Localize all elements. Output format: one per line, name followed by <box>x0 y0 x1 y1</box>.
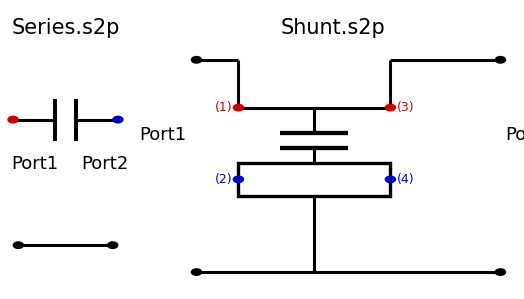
Circle shape <box>496 270 505 274</box>
Text: Port2: Port2 <box>81 155 128 173</box>
Text: (1): (1) <box>214 101 232 114</box>
Circle shape <box>496 57 505 62</box>
Text: Port1: Port1 <box>139 126 186 144</box>
Circle shape <box>386 177 395 182</box>
Text: Shunt.s2p: Shunt.s2p <box>280 18 385 38</box>
Text: Port1: Port1 <box>12 155 59 173</box>
Bar <box>238 163 390 196</box>
Text: Series.s2p: Series.s2p <box>12 18 119 38</box>
Circle shape <box>114 117 122 122</box>
Circle shape <box>386 105 395 110</box>
Text: Port2: Port2 <box>506 126 524 144</box>
Circle shape <box>108 243 117 248</box>
Circle shape <box>234 105 243 110</box>
Circle shape <box>192 57 201 62</box>
Circle shape <box>9 117 17 122</box>
Circle shape <box>14 243 23 248</box>
Circle shape <box>192 270 201 274</box>
Circle shape <box>234 177 243 182</box>
Text: (4): (4) <box>397 173 414 186</box>
Text: (2): (2) <box>214 173 232 186</box>
Text: (3): (3) <box>397 101 414 114</box>
